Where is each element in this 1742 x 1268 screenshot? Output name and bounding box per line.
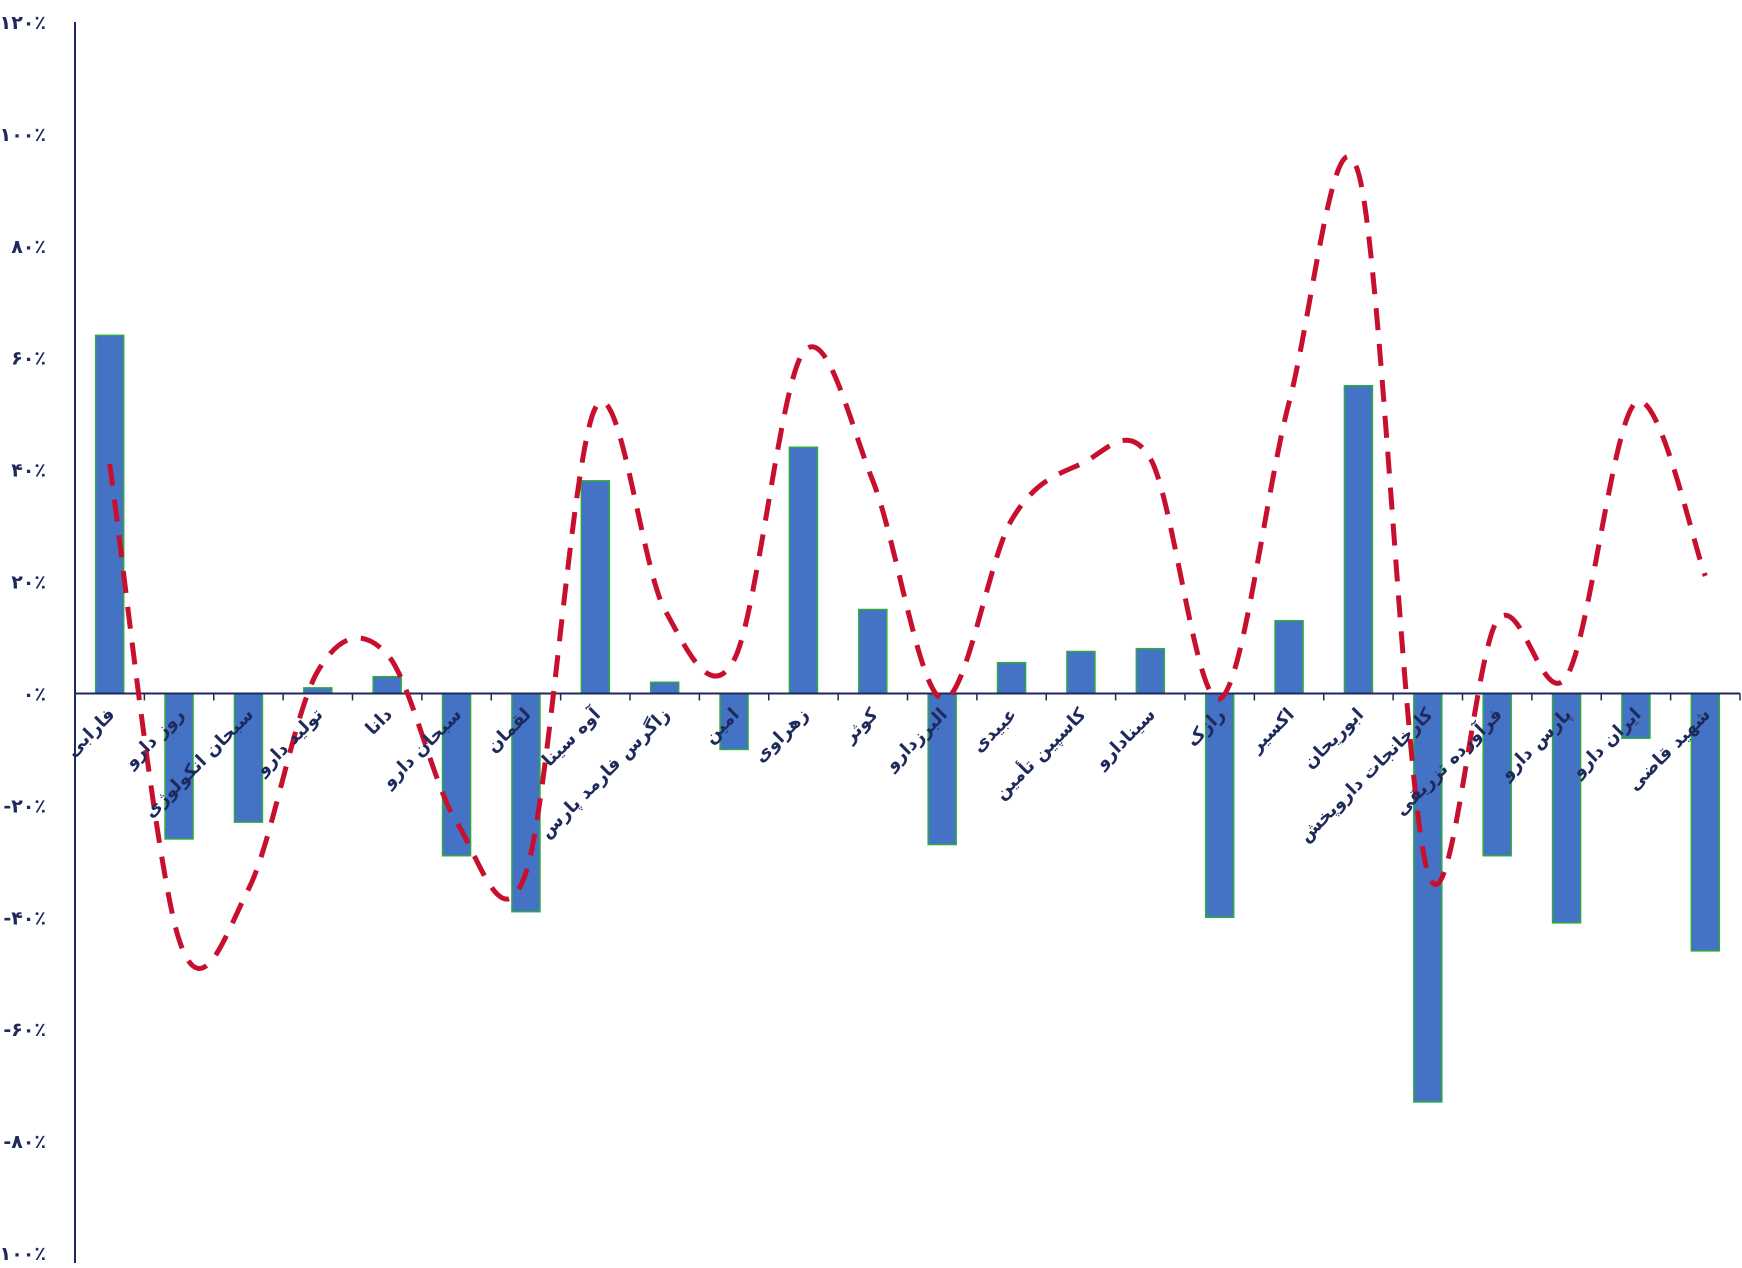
bar xyxy=(1413,692,1443,1103)
bar xyxy=(1204,692,1235,919)
bars xyxy=(94,334,1721,1103)
x-tick-label: دانا xyxy=(361,704,396,739)
bar xyxy=(164,692,194,840)
y-tick-label: -۲۰٪ xyxy=(3,795,46,817)
y-tick-label: -۴۰٪ xyxy=(3,907,46,929)
y-tick-label: ۱۰۰٪ xyxy=(0,124,46,146)
y-tick-label: ۰٪ xyxy=(23,683,46,705)
y-tick-label: -۱۰۰٪ xyxy=(0,1243,46,1265)
bar xyxy=(372,675,402,695)
bar xyxy=(858,608,888,695)
x-tick-label: عبیدی xyxy=(968,704,1021,757)
y-tick-label: -۸۰٪ xyxy=(3,1131,46,1153)
y-axis-ticks: ۱۲۰٪ ۱۰۰٪ ۸۰٪ ۶۰٪ ۴۰٪ ۲۰٪ ۰٪ -۲۰٪ -۴۰٪ -۶۰٪ -۸۰٪ -۱… xyxy=(0,12,46,1265)
bar xyxy=(1482,692,1512,857)
bar xyxy=(996,661,1027,695)
bar xyxy=(649,681,680,695)
x-tick-label: کوثر xyxy=(839,704,883,748)
y-tick-label: ۴۰٪ xyxy=(11,460,46,482)
y-tick-label: ۶۰٪ xyxy=(11,348,46,370)
x-tick-label: اکسیر xyxy=(1245,704,1298,757)
bar xyxy=(580,480,611,695)
x-tick-label: فارابی xyxy=(62,704,119,761)
x-tick-label: زهراوی xyxy=(750,704,813,767)
dashed-line-series xyxy=(107,154,1708,971)
bar xyxy=(1274,619,1304,695)
bar xyxy=(1343,384,1374,695)
bar xyxy=(927,692,957,846)
bar xyxy=(441,692,472,857)
bar xyxy=(788,446,819,695)
x-tick-label: زاگرس فارمد پارس xyxy=(535,703,674,842)
bar xyxy=(233,692,264,823)
y-tick-label: -۶۰٪ xyxy=(3,1019,46,1041)
y-tick-label: ۱۲۰٪ xyxy=(0,12,46,34)
bar xyxy=(1135,647,1166,695)
bar xyxy=(94,334,125,695)
y-tick-label: ۸۰٪ xyxy=(11,236,46,258)
bar xyxy=(1690,692,1721,952)
bar xyxy=(1551,692,1582,924)
x-tick-label: ابوریحان xyxy=(1299,704,1368,773)
y-tick-label: ۲۰٪ xyxy=(11,572,46,594)
bar xyxy=(1066,650,1096,695)
x-tick-label: سینادارو xyxy=(1090,704,1159,773)
